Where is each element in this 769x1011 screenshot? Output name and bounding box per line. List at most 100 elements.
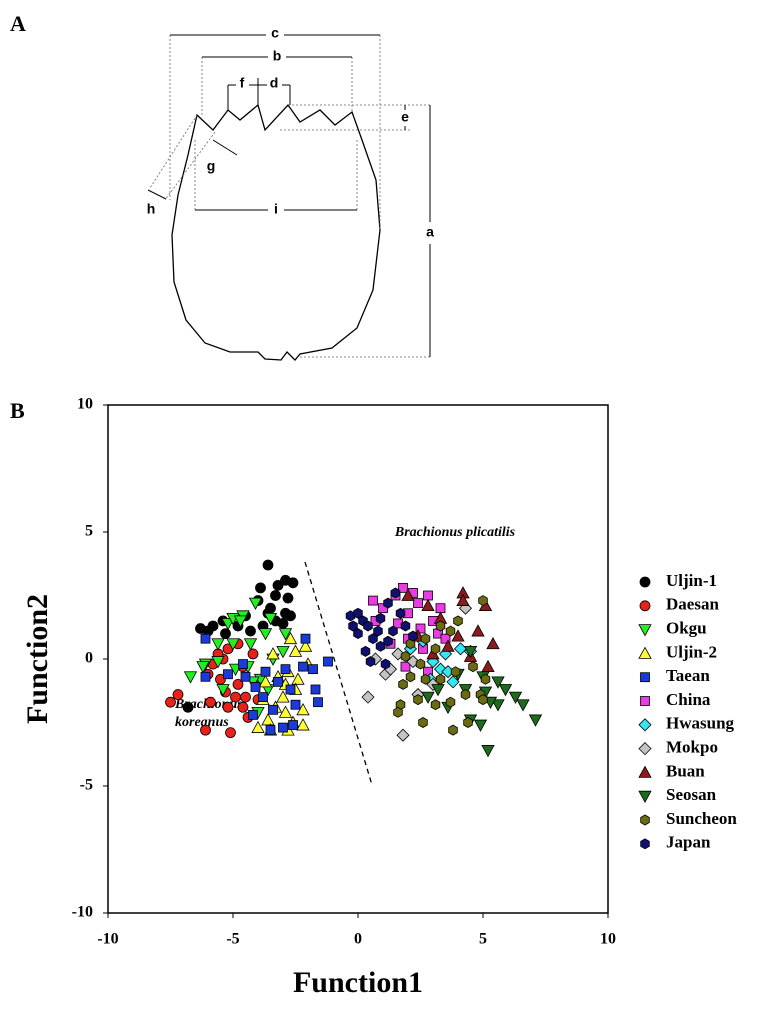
data-point xyxy=(233,615,248,628)
data-point xyxy=(237,701,249,713)
divider-line xyxy=(304,561,373,786)
data-point xyxy=(276,645,290,659)
data-point xyxy=(300,633,311,644)
data-point xyxy=(516,699,530,712)
legend-label: Seosan xyxy=(666,785,717,804)
data-point xyxy=(400,661,411,672)
data-point xyxy=(278,722,288,733)
y-axis-title: Function2 xyxy=(21,594,54,724)
legend-label: Buan xyxy=(666,761,705,780)
legend-label: Uljin-2 xyxy=(666,642,717,661)
dimension-label: a xyxy=(426,224,434,240)
legend-marker xyxy=(640,696,650,706)
data-point xyxy=(395,607,406,619)
data-point xyxy=(368,633,378,645)
data-point xyxy=(420,673,431,685)
x-axis-title: Function1 xyxy=(293,966,423,999)
data-point xyxy=(460,689,471,701)
data-point xyxy=(450,666,461,678)
y-tick-label: -5 xyxy=(80,777,93,794)
data-point xyxy=(248,709,258,720)
legend-label: Hwasung xyxy=(666,714,735,733)
data-point xyxy=(451,629,465,642)
data-point xyxy=(200,671,211,682)
data-point xyxy=(348,620,358,632)
data-point xyxy=(248,597,263,610)
data-point xyxy=(448,724,458,736)
data-point xyxy=(323,656,333,667)
lorica-outline xyxy=(171,103,381,361)
legend-marker xyxy=(638,742,652,756)
data-point xyxy=(225,727,236,739)
data-point xyxy=(420,633,431,645)
data-point xyxy=(285,610,296,622)
legend-marker xyxy=(638,718,652,732)
data-point xyxy=(276,690,290,703)
annotation: Brachionus plicatilis xyxy=(394,525,516,540)
data-point xyxy=(296,718,310,731)
data-point xyxy=(280,664,291,675)
data-point xyxy=(421,598,435,612)
data-point xyxy=(270,590,281,601)
annotation: koreanus xyxy=(175,715,229,730)
data-point xyxy=(353,628,363,640)
data-point xyxy=(232,679,244,690)
data-point xyxy=(508,691,523,704)
data-point xyxy=(263,612,278,626)
data-point xyxy=(298,661,308,672)
data-point xyxy=(165,696,176,708)
dimension-label: h xyxy=(147,201,156,217)
data-point xyxy=(200,724,211,736)
x-tick-label: -5 xyxy=(226,931,239,948)
data-point xyxy=(473,719,488,732)
data-point xyxy=(360,645,371,657)
data-point xyxy=(435,620,446,632)
data-point xyxy=(310,684,321,695)
data-point xyxy=(441,639,455,652)
data-point xyxy=(528,714,543,727)
legend-marker xyxy=(640,838,650,850)
data-point xyxy=(486,636,500,650)
legend-marker xyxy=(639,576,651,588)
data-point xyxy=(258,628,273,641)
data-point xyxy=(453,615,463,627)
data-point xyxy=(380,658,391,670)
dimension-line xyxy=(147,189,167,200)
y-tick-label: 5 xyxy=(85,523,93,540)
legend-label: Japan xyxy=(666,833,711,852)
panel-label: B xyxy=(10,398,25,423)
data-point xyxy=(468,661,478,673)
data-point xyxy=(278,705,293,718)
data-point xyxy=(393,706,403,718)
data-point xyxy=(400,650,411,662)
data-point xyxy=(280,574,291,586)
legend-marker xyxy=(638,790,652,804)
data-point xyxy=(222,701,234,713)
data-point xyxy=(400,620,411,632)
data-point xyxy=(277,618,289,629)
data-point xyxy=(230,691,241,703)
data-point xyxy=(268,704,278,715)
legend-label: Daesan xyxy=(666,595,719,614)
data-point xyxy=(288,644,303,657)
data-point xyxy=(365,656,376,668)
dimension-label: d xyxy=(270,75,279,91)
data-point xyxy=(396,728,410,742)
data-point xyxy=(200,633,211,644)
data-point xyxy=(480,673,491,685)
legend-label: China xyxy=(666,690,711,709)
legend-marker xyxy=(640,672,650,683)
data-point xyxy=(445,696,456,708)
data-point xyxy=(223,669,233,680)
data-point xyxy=(363,620,373,632)
data-point xyxy=(445,625,456,637)
data-point xyxy=(431,684,445,697)
data-point xyxy=(282,592,294,604)
data-point xyxy=(220,628,231,639)
dimension-label: i xyxy=(274,201,278,217)
data-point xyxy=(260,666,271,677)
data-point xyxy=(265,725,276,736)
data-point xyxy=(278,628,293,641)
data-point xyxy=(240,691,251,703)
